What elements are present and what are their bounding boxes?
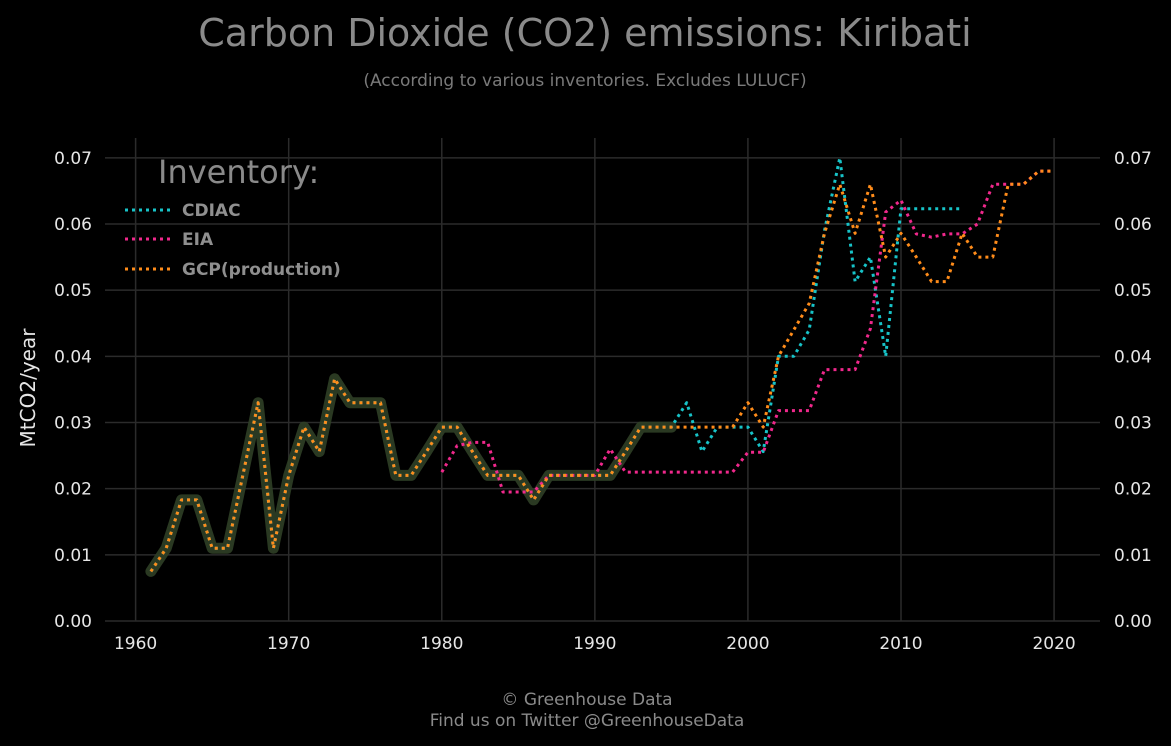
y-tick-label-right-4: 0.04 <box>1114 347 1152 367</box>
series-line-eia <box>440 169 1055 494</box>
axes: 1960 1970 1980 1990 2000 2010 2020 0.00 0.00 0.01… <box>54 149 1152 654</box>
y-tick-label-right-1: 0.01 <box>1114 546 1152 566</box>
series-lines <box>149 156 1055 573</box>
y-tick-label-left-4: 0.04 <box>54 347 92 367</box>
y-tick-label-right-0: 0.00 <box>1114 612 1152 632</box>
y-tick-label-left-1: 0.01 <box>54 546 92 566</box>
legend: Inventory: CDIAC EIA GCP(production) <box>125 153 341 280</box>
x-tick-label-2010: 2010 <box>879 634 922 654</box>
x-tick-label-1970: 1970 <box>267 634 310 654</box>
y-tick-label-right-6: 0.06 <box>1114 215 1152 235</box>
y-axis-label: MtCO2/year <box>16 328 40 448</box>
x-tick-label-1990: 1990 <box>573 634 616 654</box>
chart-title: Carbon Dioxide (CO2) emissions: Kiribati <box>198 11 972 55</box>
y-tick-label-left-6: 0.06 <box>54 215 92 235</box>
x-tick-label-2000: 2000 <box>726 634 769 654</box>
x-tick-label-1960: 1960 <box>114 634 157 654</box>
grid-lines <box>105 138 1100 622</box>
legend-title: Inventory: <box>158 153 319 191</box>
footer-copyright: © Greenhouse Data <box>501 690 672 710</box>
y-tick-label-left-5: 0.05 <box>54 281 92 301</box>
y-tick-label-right-7: 0.07 <box>1114 149 1152 169</box>
footer-twitter: Find us on Twitter @GreenhouseData <box>430 711 745 731</box>
y-tick-label-right-3: 0.03 <box>1114 414 1152 434</box>
y-tick-label-left-0: 0.00 <box>54 612 92 632</box>
chart-subtitle: (According to various inventories. Exclu… <box>363 71 806 91</box>
y-tick-label-right-2: 0.02 <box>1114 480 1152 500</box>
y-tick-label-left-7: 0.07 <box>54 149 92 169</box>
x-tick-label-2020: 2020 <box>1032 634 1075 654</box>
y-tick-label-left-2: 0.02 <box>54 480 92 500</box>
legend-label-cdiac: CDIAC <box>182 201 241 221</box>
y-tick-label-left-3: 0.03 <box>54 414 92 434</box>
y-tick-label-right-5: 0.05 <box>1114 281 1152 301</box>
x-tick-label-1980: 1980 <box>420 634 463 654</box>
legend-label-gcp: GCP(production) <box>182 260 341 280</box>
legend-label-eia: EIA <box>182 230 214 250</box>
